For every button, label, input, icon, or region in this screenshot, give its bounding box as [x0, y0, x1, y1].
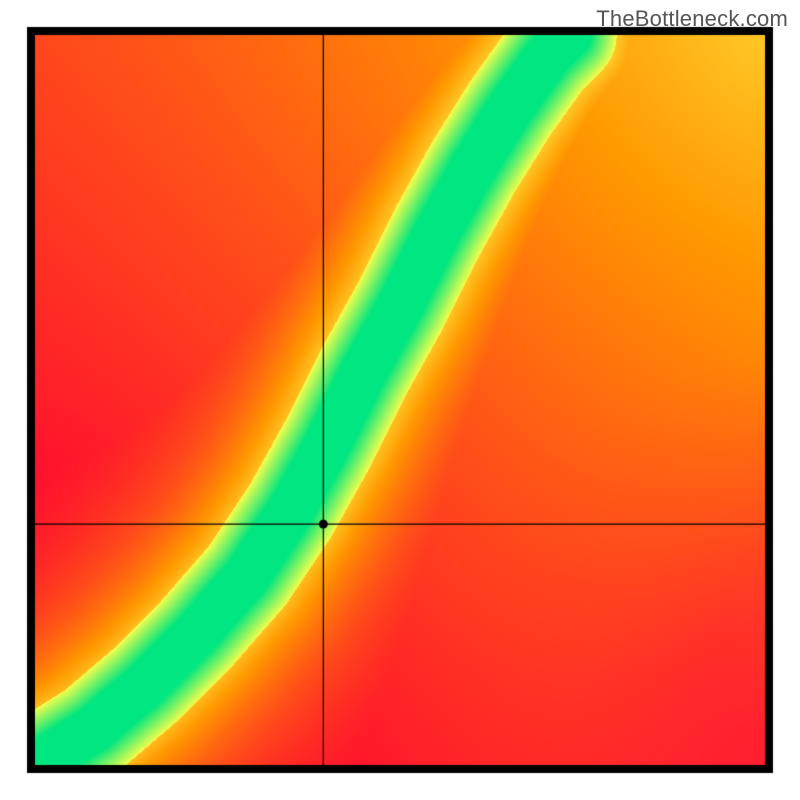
- watermark-text: TheBottleneck.com: [596, 6, 788, 32]
- bottleneck-heatmap-container: TheBottleneck.com: [0, 0, 800, 800]
- bottleneck-heatmap: [0, 0, 800, 800]
